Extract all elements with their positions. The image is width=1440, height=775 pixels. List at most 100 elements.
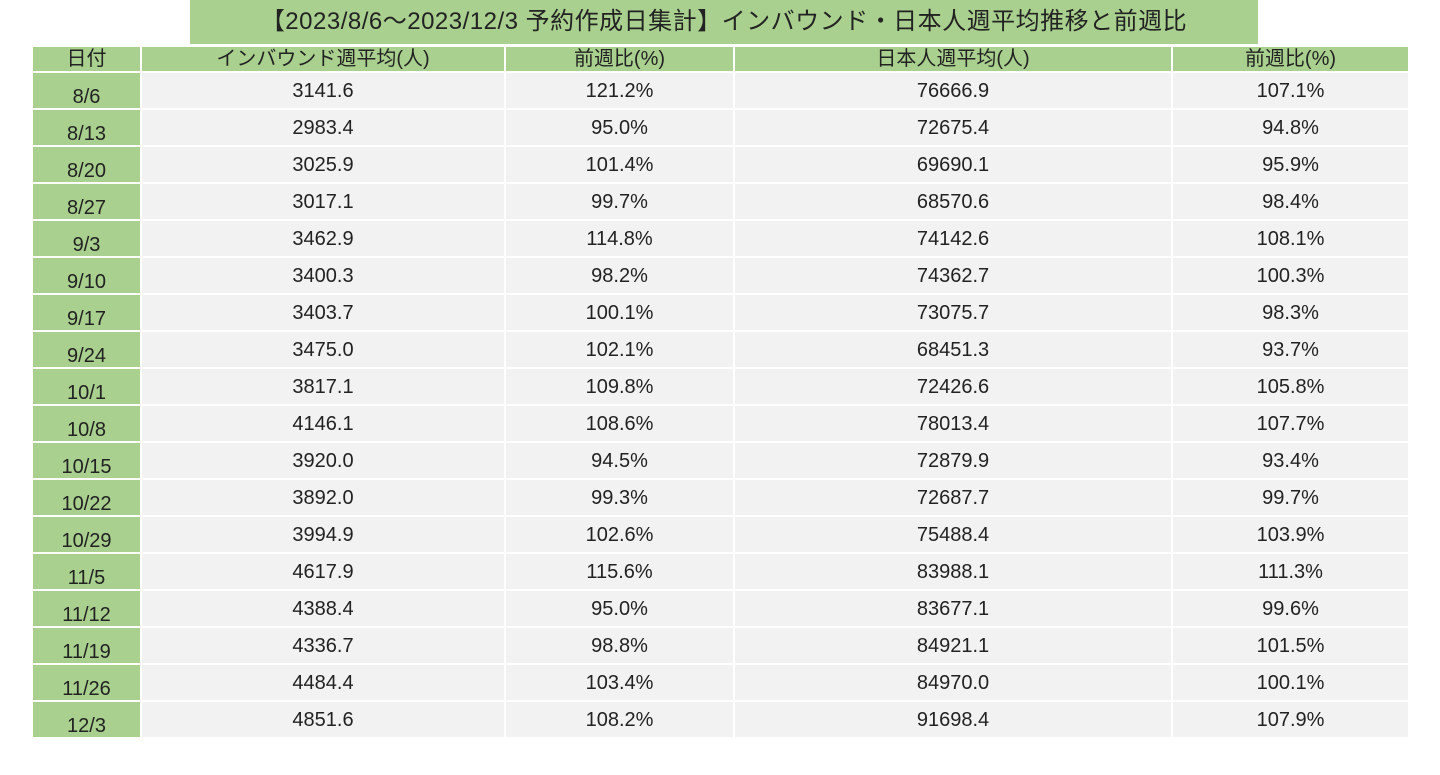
table-row: 9/24 3475.0 102.1% 68451.3 93.7% — [31, 330, 1410, 369]
header-inbound-wow: 前週比(%) — [504, 45, 735, 73]
inbound-wow-cell: 98.2% — [504, 256, 735, 295]
date-cell: 9/24 — [31, 330, 142, 369]
date-cell: 8/27 — [31, 182, 142, 221]
date-cell: 10/22 — [31, 478, 142, 517]
japanese-avg-cell: 69690.1 — [733, 145, 1173, 184]
japanese-avg-cell: 75488.4 — [733, 515, 1173, 554]
inbound-wow-cell: 99.7% — [504, 182, 735, 221]
inbound-avg-cell: 3462.9 — [140, 219, 506, 258]
japanese-wow-cell: 98.3% — [1171, 293, 1410, 332]
japanese-avg-cell: 72879.9 — [733, 441, 1173, 480]
inbound-wow-cell: 95.0% — [504, 589, 735, 628]
japanese-avg-cell: 83677.1 — [733, 589, 1173, 628]
japanese-wow-cell: 100.1% — [1171, 663, 1410, 702]
inbound-avg-cell: 2983.4 — [140, 108, 506, 147]
table-row: 8/13 2983.4 95.0% 72675.4 94.8% — [31, 108, 1410, 147]
japanese-wow-cell: 93.4% — [1171, 441, 1410, 480]
japanese-avg-cell: 72426.6 — [733, 367, 1173, 406]
inbound-avg-cell: 3400.3 — [140, 256, 506, 295]
japanese-avg-cell: 74142.6 — [733, 219, 1173, 258]
japanese-wow-cell: 93.7% — [1171, 330, 1410, 369]
japanese-avg-cell: 84921.1 — [733, 626, 1173, 665]
table-row: 11/12 4388.4 95.0% 83677.1 99.6% — [31, 589, 1410, 628]
inbound-avg-cell: 3017.1 — [140, 182, 506, 221]
inbound-wow-cell: 99.3% — [504, 478, 735, 517]
inbound-wow-cell: 103.4% — [504, 663, 735, 702]
header-japanese-avg: 日本人週平均(人) — [733, 45, 1173, 73]
date-cell: 10/29 — [31, 515, 142, 554]
table-row: 9/10 3400.3 98.2% 74362.7 100.3% — [31, 256, 1410, 295]
japanese-avg-cell: 91698.4 — [733, 700, 1173, 739]
inbound-avg-cell: 3025.9 — [140, 145, 506, 184]
japanese-wow-cell: 99.7% — [1171, 478, 1410, 517]
header-row: 日付 インバウンド週平均(人) 前週比(%) 日本人週平均(人) 前週比(%) — [31, 45, 1410, 73]
inbound-avg-cell: 4851.6 — [140, 700, 506, 739]
japanese-avg-cell: 68570.6 — [733, 182, 1173, 221]
inbound-wow-cell: 95.0% — [504, 108, 735, 147]
inbound-wow-cell: 115.6% — [504, 552, 735, 591]
header-japanese-wow: 前週比(%) — [1171, 45, 1410, 73]
inbound-wow-cell: 100.1% — [504, 293, 735, 332]
date-cell: 11/26 — [31, 663, 142, 702]
japanese-wow-cell: 103.9% — [1171, 515, 1410, 554]
inbound-avg-cell: 3817.1 — [140, 367, 506, 406]
japanese-wow-cell: 101.5% — [1171, 626, 1410, 665]
japanese-avg-cell: 83988.1 — [733, 552, 1173, 591]
japanese-avg-cell: 73075.7 — [733, 293, 1173, 332]
inbound-wow-cell: 121.2% — [504, 71, 735, 110]
table-row: 10/8 4146.1 108.6% 78013.4 107.7% — [31, 404, 1410, 443]
date-cell: 10/15 — [31, 441, 142, 480]
japanese-avg-cell: 76666.9 — [733, 71, 1173, 110]
table-row: 8/27 3017.1 99.7% 68570.6 98.4% — [31, 182, 1410, 221]
inbound-avg-cell: 4146.1 — [140, 404, 506, 443]
table-row: 10/29 3994.9 102.6% 75488.4 103.9% — [31, 515, 1410, 554]
table-row: 10/1 3817.1 109.8% 72426.6 105.8% — [31, 367, 1410, 406]
inbound-wow-cell: 108.6% — [504, 404, 735, 443]
inbound-wow-cell: 102.6% — [504, 515, 735, 554]
table-row: 8/6 3141.6 121.2% 76666.9 107.1% — [31, 71, 1410, 110]
japanese-wow-cell: 107.9% — [1171, 700, 1410, 739]
date-cell: 10/1 — [31, 367, 142, 406]
inbound-wow-cell: 101.4% — [504, 145, 735, 184]
table-title: 【2023/8/6～2023/12/3 予約作成日集計】インバウンド・日本人週平… — [190, 0, 1258, 44]
japanese-wow-cell: 100.3% — [1171, 256, 1410, 295]
japanese-wow-cell: 111.3% — [1171, 552, 1410, 591]
inbound-avg-cell: 4484.4 — [140, 663, 506, 702]
inbound-avg-cell: 3994.9 — [140, 515, 506, 554]
japanese-wow-cell: 108.1% — [1171, 219, 1410, 258]
japanese-wow-cell: 98.4% — [1171, 182, 1410, 221]
table-row: 9/3 3462.9 114.8% 74142.6 108.1% — [31, 219, 1410, 258]
table-row: 12/3 4851.6 108.2% 91698.4 107.9% — [31, 700, 1410, 739]
date-cell: 9/17 — [31, 293, 142, 332]
inbound-wow-cell: 108.2% — [504, 700, 735, 739]
weekly-average-table: 日付 インバウンド週平均(人) 前週比(%) 日本人週平均(人) 前週比(%) … — [31, 45, 1410, 739]
inbound-wow-cell: 109.8% — [504, 367, 735, 406]
header-date: 日付 — [31, 45, 142, 73]
inbound-avg-cell: 4388.4 — [140, 589, 506, 628]
japanese-wow-cell: 99.6% — [1171, 589, 1410, 628]
inbound-avg-cell: 3403.7 — [140, 293, 506, 332]
japanese-wow-cell: 95.9% — [1171, 145, 1410, 184]
date-cell: 12/3 — [31, 700, 142, 739]
table-row: 10/22 3892.0 99.3% 72687.7 99.7% — [31, 478, 1410, 517]
date-cell: 10/8 — [31, 404, 142, 443]
table-row: 11/19 4336.7 98.8% 84921.1 101.5% — [31, 626, 1410, 665]
inbound-wow-cell: 94.5% — [504, 441, 735, 480]
date-cell: 11/5 — [31, 552, 142, 591]
date-cell: 8/20 — [31, 145, 142, 184]
japanese-wow-cell: 94.8% — [1171, 108, 1410, 147]
inbound-avg-cell: 4617.9 — [140, 552, 506, 591]
date-cell: 11/19 — [31, 626, 142, 665]
japanese-avg-cell: 68451.3 — [733, 330, 1173, 369]
japanese-wow-cell: 107.7% — [1171, 404, 1410, 443]
inbound-avg-cell: 3141.6 — [140, 71, 506, 110]
inbound-avg-cell: 3475.0 — [140, 330, 506, 369]
date-cell: 11/12 — [31, 589, 142, 628]
table-row: 8/20 3025.9 101.4% 69690.1 95.9% — [31, 145, 1410, 184]
header-inbound-avg: インバウンド週平均(人) — [140, 45, 506, 73]
inbound-avg-cell: 3892.0 — [140, 478, 506, 517]
date-cell: 9/3 — [31, 219, 142, 258]
japanese-avg-cell: 72687.7 — [733, 478, 1173, 517]
japanese-wow-cell: 107.1% — [1171, 71, 1410, 110]
table-row: 9/17 3403.7 100.1% 73075.7 98.3% — [31, 293, 1410, 332]
